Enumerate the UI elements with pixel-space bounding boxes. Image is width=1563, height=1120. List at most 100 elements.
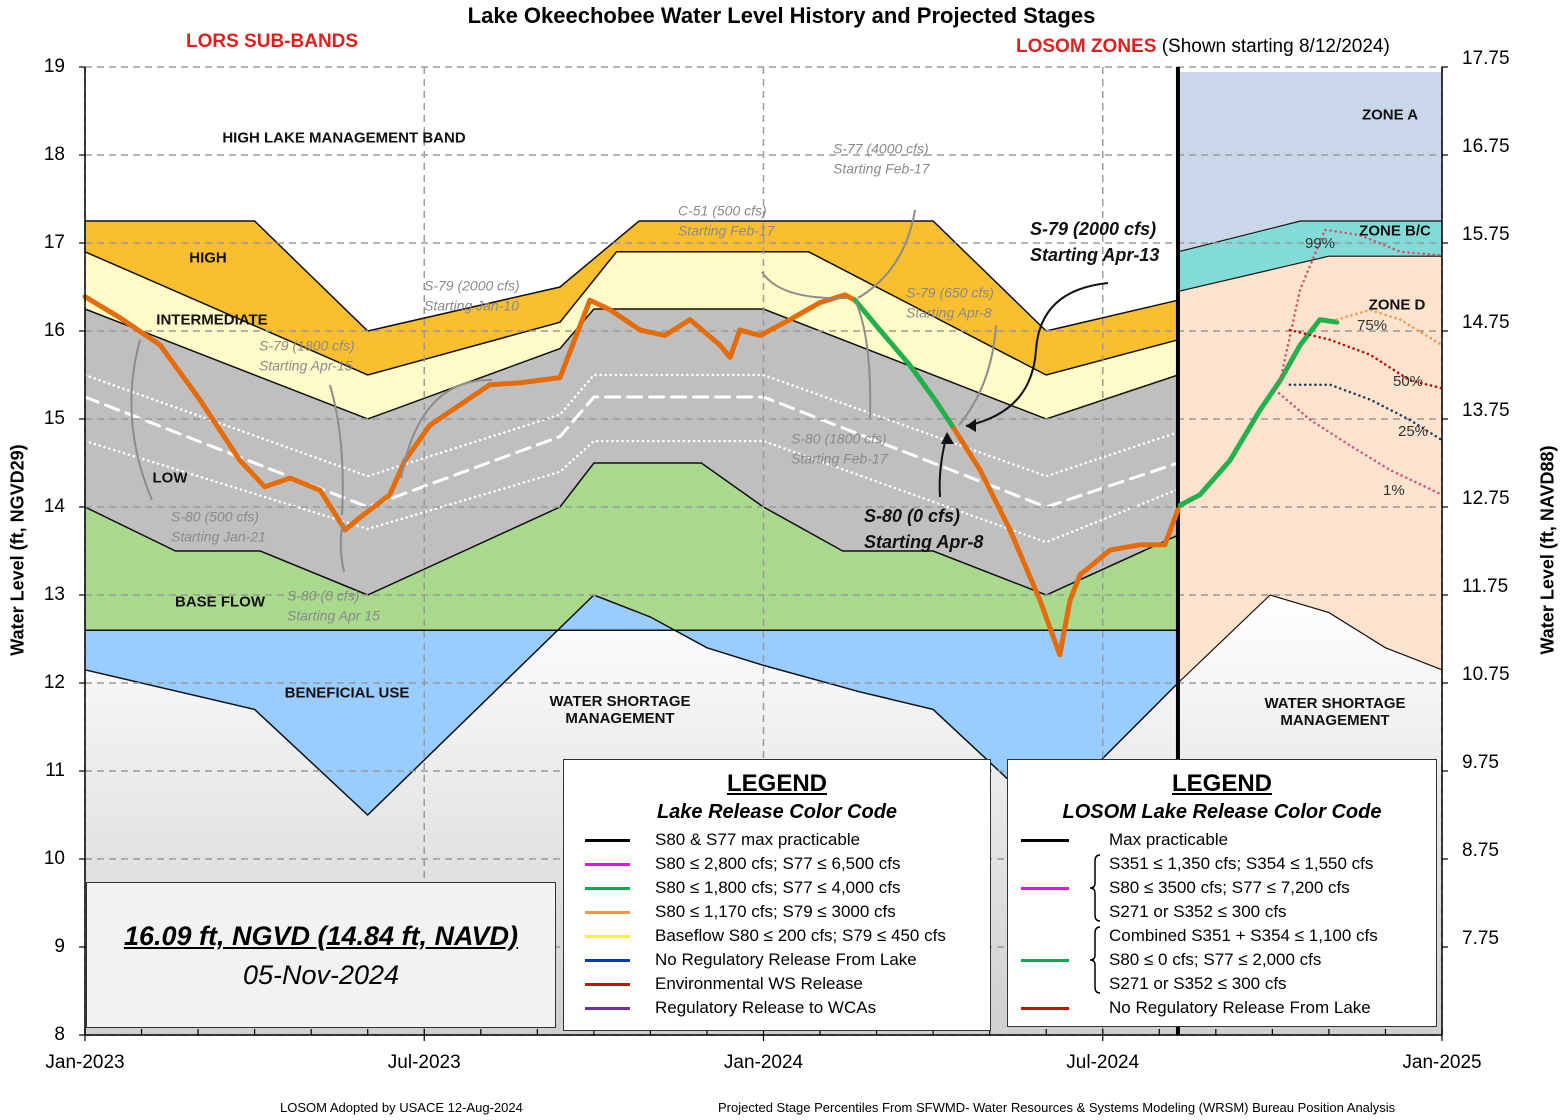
y2-tick-label: 7.75 — [1462, 928, 1499, 949]
legend-item: S80 & S77 max practicable — [564, 828, 990, 852]
arrow — [965, 282, 1109, 427]
legend-lines: S351 ≤ 1,350 cfs; S354 ≤ 1,550 cfs S80 ≤ … — [1109, 852, 1373, 924]
series-label: 99% — [1305, 235, 1335, 252]
legend-swatch — [585, 1006, 630, 1010]
y2-tick-label: 17.75 — [1462, 48, 1510, 69]
series-line — [1288, 383, 1444, 442]
y-tick-label: 8 — [54, 1024, 65, 1045]
chart-title: Lake Okeechobee Water Level History and … — [467, 3, 1096, 28]
band-area — [85, 595, 1178, 815]
annotation: S-80 (1800 cfs) — [791, 431, 887, 447]
legend-item: Max practicable — [1008, 828, 1436, 852]
legend-swatch — [1021, 838, 1069, 842]
legend: LEGEND LOSOM Lake Release Color Code Max… — [1007, 759, 1437, 1027]
zone-area — [1178, 221, 1442, 292]
guide-line — [83, 439, 1180, 544]
annotation: S-80 (0 cfs) — [864, 506, 960, 526]
legend-items: Max practicable S351 ≤ 1,350 cfs; S354 ≤ … — [1008, 828, 1436, 1020]
legend-label: S80 ≤ 0 cfs; S77 ≤ 2,000 cfs — [1109, 950, 1322, 969]
annotation: S-77 (4000 cfs) — [833, 141, 929, 157]
legend-brace-slot — [1087, 924, 1107, 996]
y2-tick-label: 12.75 — [1462, 488, 1510, 509]
legend-item: Environmental WS Release — [564, 972, 990, 996]
series-line — [1288, 328, 1444, 390]
zone-area — [1178, 256, 1442, 683]
brace-path — [1089, 854, 1101, 922]
legend-label: Combined S351 + S354 ≤ 1,100 cfs — [1109, 926, 1378, 945]
annotation: S-80 (0 cfs) — [287, 588, 359, 604]
y-tick-label: 10 — [44, 848, 65, 869]
y-tick-label: 16 — [44, 320, 65, 341]
band-area — [85, 463, 1178, 631]
annotation: S-79 (650 cfs) — [906, 285, 994, 301]
series-line — [852, 297, 1340, 508]
y2-tick-label: 10.75 — [1462, 664, 1510, 685]
legend-swatch — [1021, 886, 1069, 890]
legend-label: S80 ≤ 2,800 cfs; S77 ≤ 6,500 cfs — [655, 854, 901, 873]
legend-label: Environmental WS Release — [655, 974, 863, 993]
legend-brace-slot — [1087, 996, 1107, 1020]
arrow — [958, 324, 997, 426]
y2-tick-label: 15.75 — [1462, 224, 1510, 245]
losom-header: LOSOM ZONES (Shown starting 8/12/2024) — [1016, 36, 1390, 58]
brace — [1089, 854, 1101, 922]
legend-brace-slot — [1087, 852, 1107, 924]
series-line — [1279, 228, 1444, 382]
annotation: S-79 (1800 cfs) — [259, 338, 355, 354]
legend-swatch — [585, 958, 630, 962]
annotation: Starting Feb-17 — [833, 161, 931, 177]
legend-label: No Regulatory Release From Lake — [1109, 998, 1371, 1017]
legend-label: S271 or S352 ≤ 300 cfs — [1109, 974, 1287, 993]
legend-label: Baseflow S80 ≤ 200 cfs; S79 ≤ 450 cfs — [655, 926, 946, 945]
y-tick-label: 11 — [45, 760, 65, 781]
arrow — [400, 378, 493, 479]
guide-line — [83, 373, 1180, 478]
arrow — [857, 209, 916, 299]
legend-swatch — [585, 910, 630, 914]
legend-item: No Regulatory Release From Lake — [564, 948, 990, 972]
y-tick-label: 18 — [44, 144, 65, 165]
arrow — [339, 521, 345, 573]
series-line — [1335, 308, 1444, 347]
y-axis-label: Water Level (ft, NGVD29) — [7, 444, 28, 656]
band-label: HIGH LAKE MANAGEMENT BAND — [222, 129, 466, 147]
legend-items: S80 & S77 max practicable S80 ≤ 2,800 cfs… — [564, 828, 990, 1020]
y2-tick-label: 13.75 — [1462, 400, 1510, 421]
stage-date: 05-Nov-2024 — [242, 960, 400, 990]
zone-label: ZONE D — [1368, 296, 1426, 314]
legend-swatch — [585, 886, 630, 890]
y-tick-label: 15 — [44, 408, 65, 429]
band-area — [85, 221, 1178, 375]
annotation: S-79 (2000 cfs) — [1030, 219, 1156, 239]
legend-label: S80 ≤ 1,170 cfs; S79 ≤ 3000 cfs — [655, 902, 896, 921]
annotation: Starting Feb-17 — [678, 223, 776, 239]
annotation: S-80 (500 cfs) — [171, 509, 259, 525]
legend-swatch — [585, 838, 630, 842]
legend-swatch — [1021, 958, 1069, 962]
legend-item: S80 ≤ 1,170 cfs; S79 ≤ 3000 cfs — [564, 900, 990, 924]
series-label: 75% — [1357, 317, 1387, 334]
legend-lines: Combined S351 + S354 ≤ 1,100 cfs S80 ≤ 0 … — [1109, 924, 1378, 996]
series-label: 1% — [1383, 482, 1405, 499]
annotation: Starting Jan-21 — [171, 529, 266, 545]
legend-label: S271 or S352 ≤ 300 cfs — [1109, 902, 1287, 921]
legend-item: S80 ≤ 2,800 cfs; S77 ≤ 6,500 cfs — [564, 852, 990, 876]
y2-axis-label: Water Level (ft, NAVD88) — [1537, 445, 1558, 655]
x-tick-label: Jan-2023 — [45, 1052, 124, 1073]
series-line — [82, 292, 1181, 658]
losom-title: LOSOM ZONES — [1016, 36, 1157, 57]
footnote: Projected Stage Percentiles From SFWMD- … — [718, 1100, 1396, 1115]
legend-swatch — [1021, 1006, 1069, 1010]
arrow-head — [966, 419, 976, 432]
annotation: S-79 (2000 cfs) — [424, 278, 520, 294]
y-tick-label: 9 — [54, 936, 65, 957]
x-tick-label: Jan-2025 — [1402, 1052, 1481, 1073]
legend-item: S80 ≤ 1,800 cfs; S77 ≤ 4,000 cfs — [564, 876, 990, 900]
legend-brace-slot — [1087, 828, 1107, 852]
band-label: LOW — [152, 469, 188, 487]
legend-title: LEGEND — [726, 770, 827, 797]
legend-label: S80 ≤ 3500 cfs; S77 ≤ 7,200 cfs — [1109, 878, 1350, 897]
series-label: 25% — [1398, 423, 1428, 440]
footnote: LOSOM Adopted by USACE 12-Aug-2024 — [280, 1100, 523, 1115]
band-area — [85, 309, 1178, 595]
